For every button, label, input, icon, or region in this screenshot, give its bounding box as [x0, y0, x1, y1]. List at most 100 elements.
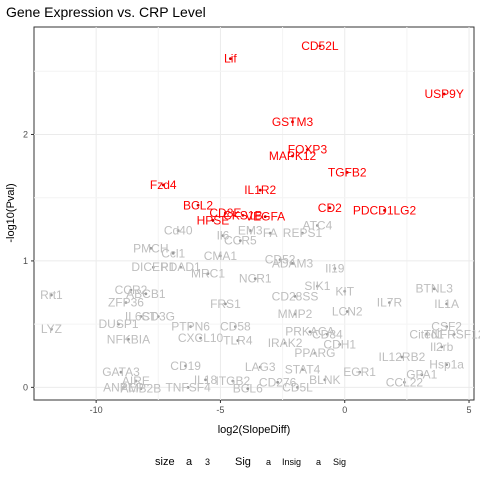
insig-gene-point [400, 355, 404, 359]
sig-gene-point [306, 148, 309, 152]
sig-gene-label: Lif [224, 52, 237, 66]
x-axis-title: log2(SlopeDiff) [218, 424, 291, 436]
sig-gene-label: CKS1B [223, 208, 262, 222]
legend-key-sig: a [316, 457, 321, 467]
insig-gene-label: EM3 [238, 224, 263, 238]
sig-gene-point [161, 183, 165, 187]
x-tick-label: -5 [216, 405, 224, 415]
insig-gene-point [50, 327, 53, 331]
insig-gene-point [293, 312, 297, 316]
insig-gene-label: Rrt1 [40, 288, 63, 302]
insig-gene-label: BLNK [309, 373, 340, 387]
insig-gene-label: CXCL10 [178, 331, 224, 345]
sig-gene-label: Fzd4 [150, 178, 177, 192]
insig-gene-label: SIK1 [304, 279, 330, 293]
insig-gene-label: CDH1 [323, 337, 356, 351]
legend-sig-title: Sig [235, 456, 251, 468]
insig-gene-label: GPA1 [406, 368, 437, 382]
insig-gene-label: MRC1 [191, 267, 225, 281]
sig-gene-point [442, 92, 446, 96]
insig-gene-point [156, 315, 160, 318]
sig-gene-point [383, 208, 386, 212]
insig-gene-point [291, 262, 294, 265]
insig-gene-label: IL1A [434, 297, 459, 311]
insig-gene-point [189, 325, 193, 329]
insig-gene-label: NCR1 [239, 272, 272, 286]
insig-gene-point [283, 341, 287, 345]
insig-gene-label: BCL6 [233, 382, 263, 396]
legend-label-insig: Insig [282, 457, 301, 467]
insig-gene-label: IL12RB2 [379, 350, 426, 364]
insig-gene-label: CD3G [142, 310, 175, 324]
insig-gene-label: PDAD1 [161, 260, 201, 274]
insig-gene-label: Il2rb [430, 340, 454, 354]
insig-gene-point [343, 289, 347, 293]
insig-gene-point [308, 330, 312, 334]
insig-gene-point [293, 294, 297, 298]
insig-gene-point [139, 387, 143, 391]
legend-label-sig: Sig [333, 457, 346, 467]
insig-gene-point [402, 380, 406, 384]
sig-gene-point [263, 215, 267, 219]
insig-gene-point [139, 315, 143, 318]
insig-gene-label: CMA1 [204, 249, 238, 263]
insig-gene-label: CD84 [312, 327, 343, 341]
insig-gene-label: ZFP36 [108, 296, 144, 310]
insig-gene-point [122, 385, 125, 389]
insig-gene-point [186, 385, 190, 389]
insig-gene-point [323, 378, 327, 382]
insig-gene-label: PPARG [294, 346, 335, 360]
insig-gene-point [231, 379, 235, 383]
insig-gene-label: ABCB1 [126, 287, 166, 301]
legend-size-value: 3 [205, 457, 210, 467]
sig-gene-label: USP9Y [424, 87, 463, 101]
insig-gene-point [206, 272, 210, 275]
sig-gene-label: CD8E [209, 206, 241, 220]
insig-gene-point [420, 373, 424, 377]
insig-gene-label: FRS1 [210, 297, 241, 311]
insig-gene-label: TLR4 [223, 334, 253, 348]
sig-gene-point [318, 44, 322, 48]
x-tick-label: 0 [342, 405, 347, 415]
insig-gene-label: TNFRSF12 [424, 327, 480, 341]
insig-gene-label: DUSP1 [99, 317, 139, 331]
insig-gene-label: NFKBIA [107, 332, 150, 346]
sig-gene-point [291, 154, 294, 158]
insig-gene-label: ANPEP [103, 380, 144, 394]
insig-gene-label: PRKACA [285, 325, 334, 339]
insig-gene-point [124, 301, 128, 305]
plot-panel [33, 26, 475, 401]
insig-gene-point [219, 254, 222, 258]
sig-gene-point [196, 203, 200, 207]
insig-gene-point [258, 365, 262, 369]
legend-key-insig: a [266, 457, 271, 467]
insig-gene-point [388, 301, 391, 305]
sig-gene-point [241, 213, 245, 217]
y-tick-label: 0 [23, 382, 28, 392]
insig-gene-point [325, 332, 329, 336]
insig-gene-point [425, 332, 429, 336]
insig-gene-point [149, 246, 153, 250]
insig-gene-label: IL7R [377, 296, 403, 310]
insig-gene-label: EGR1 [343, 365, 376, 379]
insig-gene-point [445, 325, 449, 329]
insig-gene-point [119, 370, 123, 374]
insig-gene-point [301, 368, 304, 372]
insig-gene-point [345, 310, 349, 313]
sig-gene-label: FOXP3 [288, 143, 328, 157]
insig-gene-point [117, 322, 120, 326]
insig-gene-point [248, 229, 252, 232]
x-tick-label: 5 [467, 405, 472, 415]
insig-gene-label: Ccl1 [161, 246, 185, 260]
insig-gene-label: PMCH [133, 241, 168, 255]
insig-gene-point [246, 387, 250, 391]
sig-gene-label: CD52L [301, 39, 339, 53]
insig-gene-label: MMP2 [278, 307, 313, 321]
sig-gene-label: BCL2 [183, 198, 213, 212]
insig-gene-point [221, 234, 225, 238]
insig-gene-label: LCN2 [332, 304, 363, 318]
insig-gene-label: Il19 [325, 262, 345, 276]
x-tick-label: -10 [90, 405, 103, 415]
sig-gene-point [345, 171, 349, 174]
sig-gene-label: HPSE [197, 213, 230, 227]
